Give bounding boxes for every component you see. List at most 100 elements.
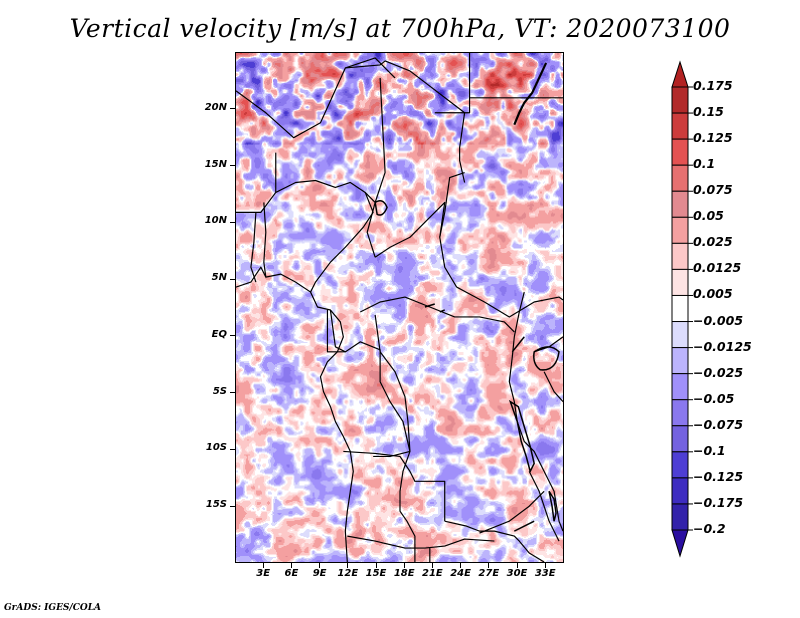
colorbar-box [671, 216, 689, 244]
x-tick-label: 21E [422, 568, 443, 579]
y-tick-label: 15N [204, 158, 227, 170]
colorbar-label: 0.15 [693, 104, 724, 120]
colorbar-box [671, 86, 689, 114]
border-drc-congo [373, 314, 411, 458]
colorbar-box [671, 242, 689, 270]
y-tick-label: 15S [205, 499, 227, 511]
colorbar-box [671, 268, 689, 296]
y-tick [230, 335, 235, 337]
colorbar-label: 0.1 [693, 156, 716, 172]
border-niger-nigeria [275, 179, 376, 203]
colorbar-label: −0.05 [693, 390, 735, 406]
x-tick-label: 30E [506, 568, 528, 579]
border-gabon-box [326, 309, 346, 353]
border-drc-sudan [456, 286, 563, 318]
border-angola-zambia [444, 520, 545, 562]
colorbar-box [671, 477, 689, 505]
lake-malawi [548, 490, 557, 522]
y-tick-label: 20N [204, 101, 227, 113]
y-tick-label: 10N [204, 215, 227, 227]
x-tick [460, 563, 462, 568]
lake-tanganyika [508, 399, 535, 474]
y-tick [230, 108, 235, 110]
colorbar-label: −0.1 [693, 442, 726, 458]
colorbar-label: 0.005 [693, 286, 733, 302]
map-panel [235, 52, 564, 563]
lake-victoria [533, 346, 560, 371]
colorbar-label: −0.125 [693, 468, 744, 484]
country-borders [236, 53, 563, 562]
colorbar-box [671, 294, 689, 323]
colorbar-box [671, 112, 689, 140]
colorbar-label: 0.175 [693, 78, 733, 93]
x-tick-label: 33E [534, 568, 556, 579]
coastline-west-africa [236, 266, 354, 562]
border-angola-north [343, 450, 446, 522]
x-tick [544, 563, 546, 568]
y-tick [230, 221, 235, 223]
nile-river [513, 62, 548, 126]
y-tick [230, 392, 235, 394]
congo-lake-tumba [424, 303, 446, 313]
border-algeria-niger [236, 57, 396, 139]
colorbar-box [671, 425, 689, 453]
x-tick [262, 563, 264, 568]
x-tick [290, 563, 292, 568]
colorbar-label: 0.125 [693, 130, 733, 146]
colorbar-label: 0.0125 [693, 260, 742, 276]
colorbar-box [671, 503, 689, 531]
x-tick [488, 563, 490, 568]
colorbar-top-arrow [671, 60, 689, 88]
x-tick-label: 3E [256, 568, 271, 579]
y-tick [230, 448, 235, 450]
y-tick-label: 5S [212, 385, 227, 397]
colorbar-label: 0.075 [693, 182, 733, 198]
border-drc-west [399, 451, 416, 562]
x-tick-label: 27E [478, 568, 500, 579]
lake-chad [374, 200, 388, 216]
colorbar-label: −0.025 [693, 364, 744, 380]
border-angola-namibia [347, 535, 495, 549]
border-uganda-kenya [543, 371, 563, 403]
x-tick-label: 15E [365, 568, 387, 579]
colorbar-box [671, 164, 689, 192]
border-cameroon-car [374, 201, 446, 258]
x-tick-label: 12E [337, 568, 359, 579]
colorbar-box [671, 138, 689, 166]
zambia-kariba [513, 520, 535, 532]
colorbar-label: −0.175 [693, 494, 744, 510]
colorbar-label: 0.05 [693, 208, 724, 224]
lake-kyoga [511, 336, 525, 353]
x-tick-label: 18E [393, 568, 415, 579]
colorbar-box [671, 190, 689, 218]
colorbar-label: −0.0125 [693, 338, 752, 354]
x-tick [347, 563, 349, 568]
colorbar-label: −0.075 [693, 416, 744, 432]
border-nigeria-cameroon [310, 192, 374, 293]
colorbar-label: 0.025 [693, 234, 733, 250]
x-tick-label: 24E [450, 568, 471, 579]
colorbar-box [671, 347, 689, 375]
x-tick-label: 6E [284, 568, 299, 579]
y-tick-label: 10S [205, 442, 227, 454]
x-tick [403, 563, 405, 568]
colorbar-box [671, 451, 689, 479]
colorbar-label: −0.2 [693, 521, 726, 536]
x-tick [516, 563, 518, 568]
x-tick [319, 563, 321, 568]
border-libya-egypt [434, 53, 471, 114]
colorbar-box [671, 399, 689, 427]
y-tick [230, 278, 235, 280]
x-tick-label: 9E [312, 568, 327, 579]
colorbar-bottom-arrow [671, 529, 689, 558]
border-tanzania [528, 471, 560, 542]
colorbar-label: −0.005 [693, 312, 744, 328]
credit-text: GrADS: IGES/COLA [4, 603, 102, 613]
y-tick [230, 165, 235, 167]
colorbar-box [671, 373, 689, 401]
y-tick-label: 5N [211, 272, 227, 284]
border-niger-libya [345, 60, 466, 183]
chart-title: Vertical velocity [m/s] at 700hPa, VT: 2… [69, 14, 731, 43]
border-niger-chad [366, 77, 386, 258]
border-car-drc [359, 296, 515, 333]
